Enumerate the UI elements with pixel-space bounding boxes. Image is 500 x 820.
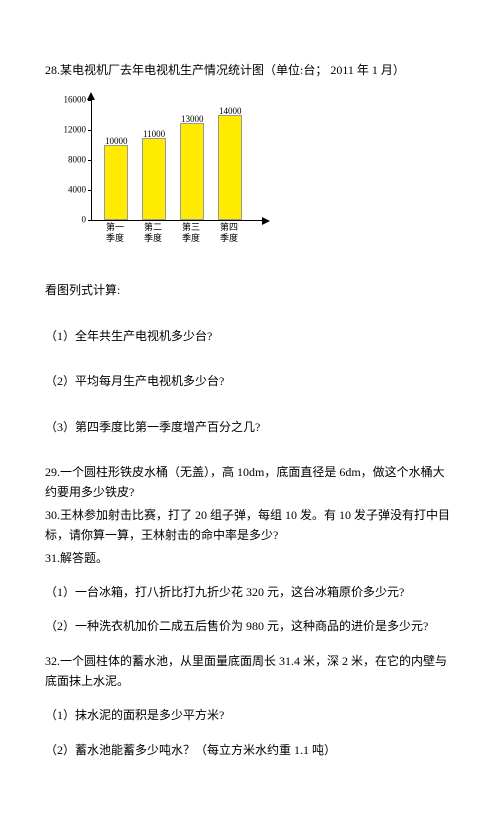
problem-28-title: 28.某电视机厂去年电视机生产情况统计图（单位:台； 2011 年 1 月） bbox=[45, 60, 455, 80]
problem-28-q3: （3）第四季度比第一季度增产百分之几? bbox=[45, 417, 455, 437]
arrow-right-icon bbox=[262, 217, 270, 225]
problem-28-instruction: 看图列式计算: bbox=[45, 280, 455, 300]
x-label-q1: 第一季度 bbox=[100, 222, 130, 244]
bar-q3: 13000 bbox=[180, 123, 204, 221]
x-label-q3: 第三季度 bbox=[176, 222, 206, 244]
x-label-q4: 第四季度 bbox=[214, 222, 244, 244]
y-label-4: 16000 bbox=[64, 93, 87, 108]
bar-label-q3: 13000 bbox=[181, 112, 203, 127]
problem-32-q1: （1）抹水泥的面积是多少平方米? bbox=[45, 705, 455, 725]
bar-label-q2: 11000 bbox=[143, 127, 165, 142]
problem-29: 29.一个圆柱形铁皮水桶（无盖），高 10dm，底面直径是 6dm，做这个水桶大… bbox=[45, 462, 455, 503]
problem-31-title: 31.解答题。 bbox=[45, 548, 455, 568]
problem-28-q2: （2）平均每月生产电视机多少台? bbox=[45, 371, 455, 391]
problem-28-q1: （1）全年共生产电视机多少台? bbox=[45, 326, 455, 346]
problem-31-q1: （1）一台冰箱，打八折比打九折少花 320 元，这台冰箱原价多少元? bbox=[45, 582, 455, 602]
problem-30: 30.王林参加射击比赛，打了 20 组子弹，每组 10 发。有 10 发子弹没有… bbox=[45, 505, 455, 546]
problem-31-q2: （2）一种洗衣机加价二成五后售价为 980 元，这种商品的进价是多少元? bbox=[45, 616, 455, 636]
bar-q1: 10000 bbox=[104, 145, 128, 220]
bar-label-q4: 14000 bbox=[219, 104, 241, 119]
bar-label-q1: 10000 bbox=[105, 134, 127, 149]
plot-area: 10000 11000 13000 14000 bbox=[91, 100, 262, 221]
y-label-1: 4000 bbox=[68, 183, 86, 198]
arrow-up-icon bbox=[87, 92, 95, 100]
problem-32-title: 32.一个圆柱体的蓄水池，从里面量底面周长 31.4 米，深 2 米，在它的内壁… bbox=[45, 651, 455, 692]
bar-chart: 0 4000 8000 12000 16000 10000 11000 1300… bbox=[53, 100, 263, 250]
x-label-q2: 第二季度 bbox=[138, 222, 168, 244]
y-label-2: 8000 bbox=[68, 153, 86, 168]
problem-32-q2: （2）蓄水池能蓄多少吨水？（每立方米水约重 1.1 吨） bbox=[45, 740, 455, 760]
bar-q4: 14000 bbox=[218, 115, 242, 220]
y-label-3: 12000 bbox=[64, 123, 87, 138]
y-axis: 0 4000 8000 12000 16000 bbox=[53, 100, 88, 220]
bar-q2: 11000 bbox=[142, 138, 166, 221]
y-label-0: 0 bbox=[82, 213, 87, 228]
